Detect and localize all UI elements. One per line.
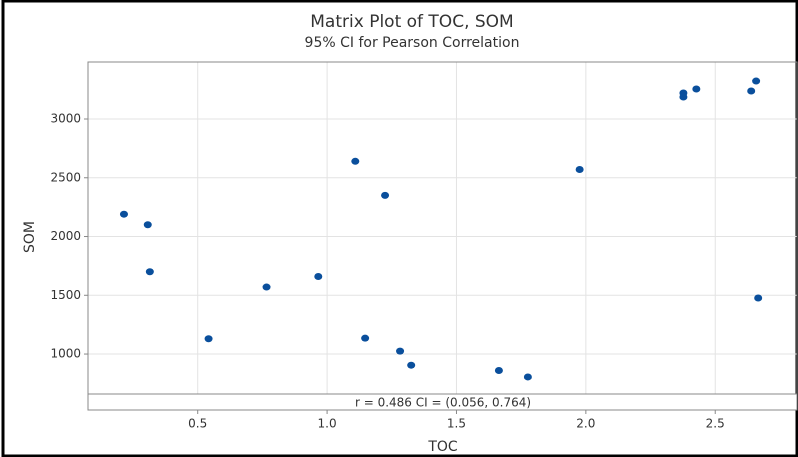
point [361, 334, 370, 342]
y-tick-label: 1500 [50, 288, 81, 302]
x-tick-label: 1.0 [318, 417, 337, 431]
point [747, 87, 756, 95]
point [754, 294, 763, 302]
annotation: r = 0.486 CI = (0.056, 0.764) [355, 396, 531, 410]
point [381, 191, 390, 199]
point [752, 77, 761, 85]
x-axis-label: TOC [427, 439, 458, 455]
y-tick-label: 3000 [50, 111, 81, 125]
point [145, 268, 154, 276]
point [396, 347, 405, 355]
point [204, 335, 213, 343]
point [143, 221, 152, 229]
chart-subtitle: 95% CI for Pearson Correlation [305, 35, 520, 51]
y-axis-label: SOM [22, 221, 38, 253]
plot-border [87, 61, 798, 411]
point [575, 166, 584, 174]
point [692, 85, 701, 93]
y-tick-label: 1000 [50, 347, 81, 361]
plot-area: 1000 1500 2000 2500 3000 0.5 1.0 1.5 2.0 2.5 [50, 62, 797, 431]
point [351, 157, 360, 165]
x-tick-label: 2.0 [576, 417, 595, 431]
point [407, 361, 416, 369]
y-tick-label: 2000 [50, 229, 81, 243]
x-tick-label: 0.5 [188, 417, 207, 431]
point [119, 210, 128, 218]
x-tick-label: 2.5 [706, 417, 725, 431]
chart-title: Matrix Plot of TOC, SOM [310, 12, 513, 32]
point [494, 366, 503, 374]
point [523, 373, 532, 381]
point [262, 283, 271, 291]
y-tick-label: 2500 [50, 170, 81, 184]
point [314, 272, 323, 280]
point [679, 93, 688, 101]
x-tick-label: 1.5 [447, 417, 466, 431]
